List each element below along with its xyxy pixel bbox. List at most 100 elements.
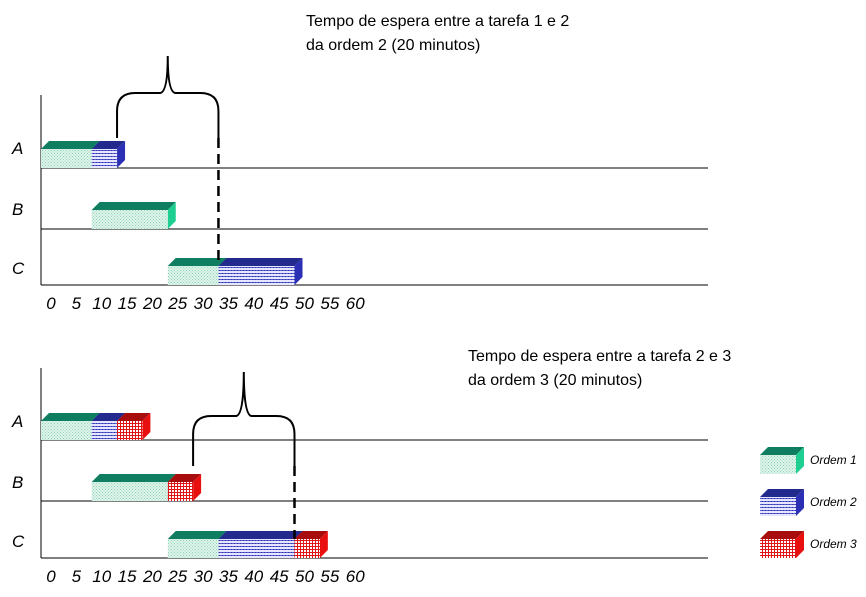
legend-swatch-order-1-side: [796, 447, 804, 474]
wait-annotation-line: da ordem 3 (20 minutos): [468, 372, 642, 389]
task-bar-a-order-2-front: [91, 421, 118, 440]
task-bar-c-order-2-front: [218, 266, 295, 285]
tick-label: 60: [346, 294, 365, 313]
legend-label-order-1: Ordem 1: [810, 453, 857, 467]
task-bar-b-order-1-top: [91, 474, 176, 482]
task-bar-b-order-3: [167, 474, 202, 501]
tick-label: 35: [219, 294, 238, 313]
machine-label-c: C: [12, 532, 25, 551]
wait-annotation-line: Tempo de espera entre a tarefa 1 e 2: [306, 13, 569, 30]
task-bar-c-order-1-front: [167, 539, 219, 558]
tick-label: 5: [72, 294, 82, 313]
task-bar-b-order-1-front: [91, 210, 168, 229]
tick-label: 40: [244, 567, 263, 586]
legend-swatch-order-3-top: [760, 531, 804, 539]
task-bar-c-order-1-top: [167, 531, 227, 539]
legend-label-order-3: Ordem 3: [810, 537, 857, 551]
tick-label: 20: [142, 294, 162, 313]
legend-swatch-order-1-top: [760, 447, 804, 455]
task-bar-b-order-3-front: [167, 482, 194, 501]
task-bar-c-order-3-side: [319, 531, 328, 558]
task-bar-a-order-1-top: [41, 141, 100, 149]
machine-label-a: A: [11, 412, 23, 431]
task-bar-b-order-1-front: [91, 482, 168, 501]
legend-swatch-order-2-top: [760, 489, 804, 497]
task-bar-b-order-1: [91, 474, 176, 501]
tick-label: 5: [72, 567, 82, 586]
tick-label: 10: [92, 567, 111, 586]
machine-label-b: B: [12, 473, 23, 492]
legend-swatch-order-3: [760, 531, 804, 558]
tick-label: 50: [295, 294, 314, 313]
machine-label-b: B: [12, 200, 23, 219]
task-bar-c-order-2-side: [294, 258, 303, 285]
task-bar-a-order-1-front: [41, 149, 92, 168]
task-bar-a-order-2-top: [91, 413, 126, 421]
gantt-chart-bottom: A B C 0 5 10 15 20 25 30 35 40 45 50 55 60 Tempo de espe…: [11, 348, 731, 586]
legend: Ordem 1 Ordem 2 Ordem 3: [760, 447, 857, 558]
machine-label-a: A: [11, 139, 23, 158]
task-bar-c-order-1: [167, 258, 227, 285]
legend-swatch-order-3-front: [760, 539, 796, 558]
task-bar-a-order-2: [91, 141, 126, 168]
tick-label: 25: [167, 294, 187, 313]
task-bar-a-order-3-front: [117, 421, 143, 440]
tick-label: 45: [270, 294, 289, 313]
tick-label: 55: [320, 294, 339, 313]
task-bar-a-order-1-top: [41, 413, 100, 421]
task-bar-c-order-1-front: [167, 266, 219, 285]
wait-annotation-line: Tempo de espera entre a tarefa 2 e 3: [468, 348, 731, 365]
task-bar-a-order-1: [41, 141, 100, 168]
legend-swatch-order-2-front: [760, 497, 796, 516]
task-bar-c-order-2-front: [218, 539, 295, 558]
legend-swatch-order-2: [760, 489, 804, 516]
legend-swatch-order-2-side: [796, 489, 804, 516]
tick-label: 15: [118, 567, 137, 586]
legend-swatch-order-1-front: [760, 455, 796, 474]
tick-label: 30: [194, 567, 213, 586]
legend-swatch-order-3-side: [796, 531, 804, 558]
task-bar-c-order-3-top: [294, 531, 328, 539]
tick-label: 55: [320, 567, 339, 586]
tick-label: 15: [118, 294, 137, 313]
tick-label: 40: [244, 294, 263, 313]
task-bar-c-order-1: [167, 531, 227, 558]
task-bar-c-order-3-front: [294, 539, 320, 558]
gantt-chart-top: A B C 0 5 10 15 20 25 30 35 40 45 50 55 60 Tempo de espe…: [11, 13, 708, 313]
tick-label: 25: [167, 567, 187, 586]
tick-label: 0: [46, 567, 56, 586]
tick-label: 60: [346, 567, 365, 586]
task-bar-a-order-3: [117, 413, 151, 440]
wait-brace: [192, 371, 296, 466]
task-bar-a-order-2-side: [117, 141, 126, 168]
legend-label-order-2: Ordem 2: [810, 495, 857, 509]
wait-brace: [116, 55, 220, 138]
task-bar-c-order-2: [218, 531, 303, 558]
tick-label: 0: [46, 294, 56, 313]
task-bar-b-order-1-top: [91, 202, 176, 210]
task-bar-b-order-1: [91, 202, 176, 229]
tick-label: 50: [295, 567, 314, 586]
tick-label: 10: [92, 294, 111, 313]
task-bar-a-order-2-top: [91, 141, 126, 149]
task-bar-b-order-3-side: [193, 474, 202, 501]
task-bar-a-order-3-side: [142, 413, 151, 440]
task-bar-c-order-2-top: [218, 258, 303, 266]
wait-annotation-line: da ordem 2 (20 minutos): [306, 37, 480, 54]
tick-label: 35: [219, 567, 238, 586]
legend-swatch-order-1: [760, 447, 804, 474]
task-bar-c-order-2-top: [218, 531, 303, 539]
tick-label: 20: [142, 567, 162, 586]
machine-label-c: C: [12, 259, 25, 278]
tick-label: 45: [270, 567, 289, 586]
task-bar-c-order-3: [294, 531, 328, 558]
task-bar-c-order-2: [218, 258, 303, 285]
tick-label: 30: [194, 294, 213, 313]
task-bar-c-order-1-top: [167, 258, 227, 266]
task-bar-a-order-2-front: [91, 149, 118, 168]
task-bar-a-order-1-front: [41, 421, 92, 440]
task-bar-a-order-1: [41, 413, 100, 440]
task-bar-a-order-3-top: [117, 413, 151, 421]
